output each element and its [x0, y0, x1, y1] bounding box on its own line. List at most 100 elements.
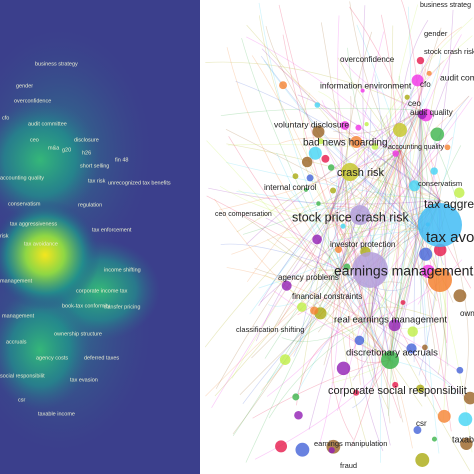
edge [242, 199, 441, 405]
edge [247, 174, 346, 282]
density-label: income shifting [104, 267, 141, 273]
edge [205, 61, 421, 111]
edge [344, 174, 391, 446]
node [350, 136, 363, 149]
density-label: agency costs [36, 355, 68, 361]
edge [369, 81, 447, 321]
density-map: business strategy gender overconfidence cfo… [0, 0, 200, 474]
network-label: financial constraints [292, 292, 362, 301]
density-label: unrecognized tax benefits [108, 180, 171, 186]
node [458, 412, 473, 427]
edge [349, 1, 401, 151]
edge [398, 149, 433, 294]
edge [386, 115, 421, 231]
edge [303, 92, 331, 216]
edge [339, 97, 473, 271]
edge [252, 359, 391, 419]
edge [308, 149, 401, 430]
edge [347, 47, 421, 231]
edge [357, 302, 377, 321]
edge [389, 145, 462, 361]
edge [369, 306, 432, 321]
node [453, 289, 467, 303]
edge [231, 109, 421, 379]
network-label: stock price crash risk [292, 210, 409, 224]
node [281, 280, 292, 291]
edge [329, 96, 352, 216]
density-label: csr [18, 397, 26, 403]
node [392, 381, 399, 388]
node [312, 234, 322, 245]
edge [318, 91, 348, 176]
network-label: business strateg [420, 2, 471, 9]
edge [399, 98, 425, 151]
node [335, 246, 342, 254]
node [463, 391, 474, 405]
network-label: taxabl [452, 434, 474, 444]
node [416, 56, 425, 65]
network-label: discretionary accruals [346, 348, 438, 359]
network-map: business strateg gender overconfidence stoc… [205, 0, 474, 474]
edge [344, 174, 406, 308]
density-label: m&a [48, 145, 60, 151]
edge [220, 107, 421, 117]
edge [380, 149, 401, 463]
node [428, 268, 452, 292]
edge [329, 95, 470, 216]
edge [344, 31, 373, 176]
node [275, 440, 288, 453]
node [371, 143, 379, 150]
density-label: management [2, 313, 35, 319]
network-label: overconfidence [340, 55, 395, 64]
edge [246, 36, 441, 201]
node [419, 247, 433, 261]
node [336, 361, 351, 376]
edge [296, 319, 371, 406]
edge [341, 57, 421, 111]
edge [205, 269, 341, 397]
density-label: tax evasion [70, 377, 98, 383]
edge [286, 196, 441, 212]
network-label: own [460, 309, 474, 318]
edge [369, 259, 463, 321]
edge [329, 199, 362, 216]
network-label: csr [416, 419, 427, 428]
edge [265, 217, 341, 271]
edge [369, 241, 401, 321]
edge [245, 149, 401, 463]
edge [214, 149, 401, 397]
node [437, 409, 451, 423]
network-label: classification shifting [236, 325, 304, 334]
edge [399, 149, 427, 386]
node [316, 201, 321, 206]
edge [242, 149, 401, 235]
density-label: conservatism [8, 201, 41, 207]
edge [235, 80, 441, 201]
edge [269, 186, 391, 361]
edge [313, 174, 346, 281]
edge [228, 136, 371, 321]
edge [344, 174, 371, 329]
edge [380, 115, 441, 201]
node [456, 366, 464, 374]
node [392, 150, 399, 157]
edge [214, 198, 391, 361]
node [454, 187, 465, 198]
node [404, 94, 410, 100]
node [413, 426, 422, 434]
density-label: fin 48 [115, 157, 128, 163]
edge [389, 359, 457, 396]
node [360, 88, 365, 93]
edge [344, 174, 438, 302]
edge [246, 109, 421, 245]
edge [361, 319, 384, 452]
edge [273, 290, 391, 361]
edge [329, 165, 364, 216]
network-label: bad news hoarding [303, 138, 388, 149]
node [460, 437, 473, 450]
node [400, 300, 406, 305]
node [364, 122, 369, 127]
node [417, 110, 427, 120]
edge [258, 199, 441, 289]
